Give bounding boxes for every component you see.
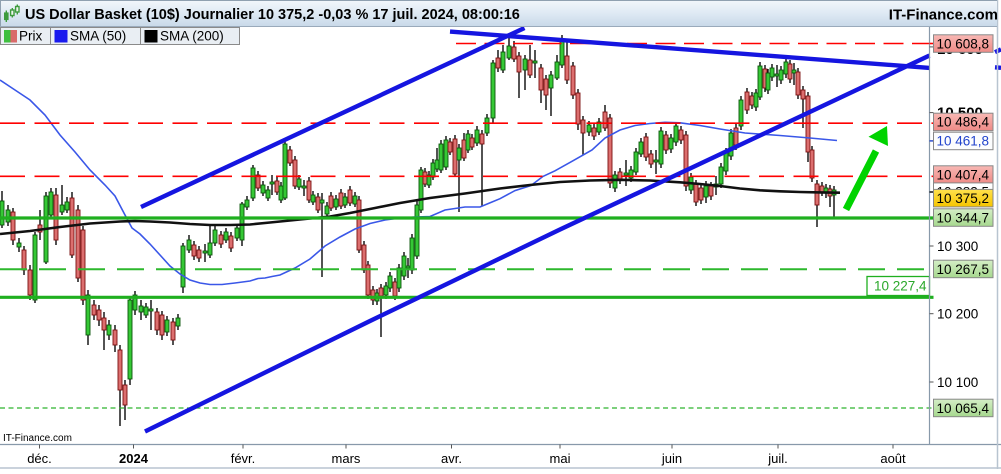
svg-text:10 100: 10 100 (937, 375, 978, 390)
svg-text:juil.: juil. (767, 451, 788, 466)
svg-text:US Dollar Basket (10$) Journal: US Dollar Basket (10$) Journalier 10 375… (25, 7, 520, 23)
svg-text:IT-Finance.com: IT-Finance.com (3, 433, 72, 444)
svg-text:mars: mars (332, 451, 361, 466)
svg-text:févr.: févr. (231, 451, 256, 466)
svg-text:10 608,8: 10 608,8 (937, 36, 990, 51)
svg-text:juin: juin (661, 451, 682, 466)
svg-text:Prix: Prix (19, 29, 42, 44)
svg-text:2024: 2024 (119, 451, 149, 466)
svg-text:mai: mai (550, 451, 571, 466)
svg-text:10 065,4: 10 065,4 (937, 401, 990, 416)
svg-text:10 300: 10 300 (937, 239, 978, 254)
svg-text:10 486,4: 10 486,4 (937, 115, 990, 130)
svg-text:10 461,8: 10 461,8 (937, 134, 990, 149)
svg-text:avr.: avr. (441, 451, 462, 466)
svg-text:IT-Finance.com: IT-Finance.com (889, 7, 998, 24)
svg-text:août: août (880, 451, 906, 466)
svg-text:10 227,4: 10 227,4 (874, 279, 927, 294)
svg-text:déc.: déc. (27, 451, 52, 466)
svg-text:10 267,5: 10 267,5 (937, 262, 990, 277)
svg-text:10 344,7: 10 344,7 (937, 210, 990, 225)
svg-text:SMA (50): SMA (50) (70, 29, 126, 44)
svg-text:10 200: 10 200 (937, 307, 978, 322)
svg-text:10 375,2: 10 375,2 (937, 191, 990, 206)
svg-text:10 407,4: 10 407,4 (937, 167, 990, 182)
svg-text:SMA (200): SMA (200) (160, 29, 224, 44)
